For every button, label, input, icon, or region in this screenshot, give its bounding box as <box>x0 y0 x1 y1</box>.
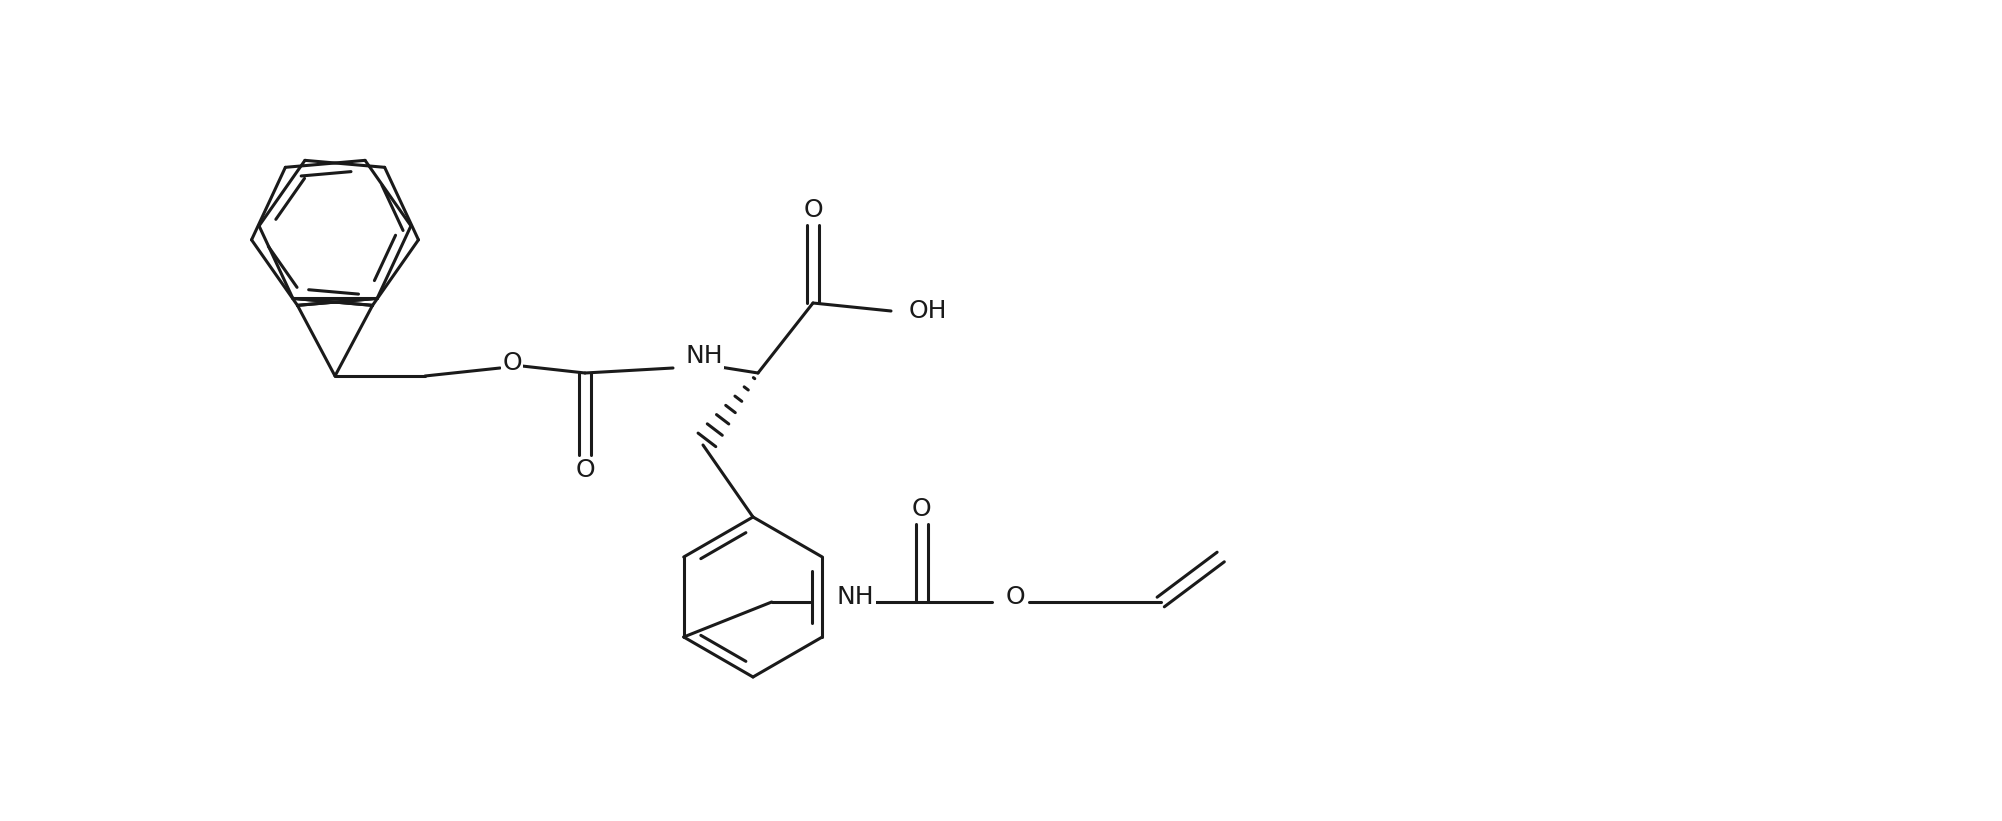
Text: OH: OH <box>909 299 947 323</box>
Text: NH: NH <box>685 344 723 368</box>
Text: O: O <box>911 497 931 521</box>
Text: O: O <box>575 458 595 482</box>
Text: NH: NH <box>837 585 875 609</box>
Text: O: O <box>503 351 523 375</box>
Text: O: O <box>1005 585 1025 609</box>
Text: O: O <box>803 198 823 222</box>
